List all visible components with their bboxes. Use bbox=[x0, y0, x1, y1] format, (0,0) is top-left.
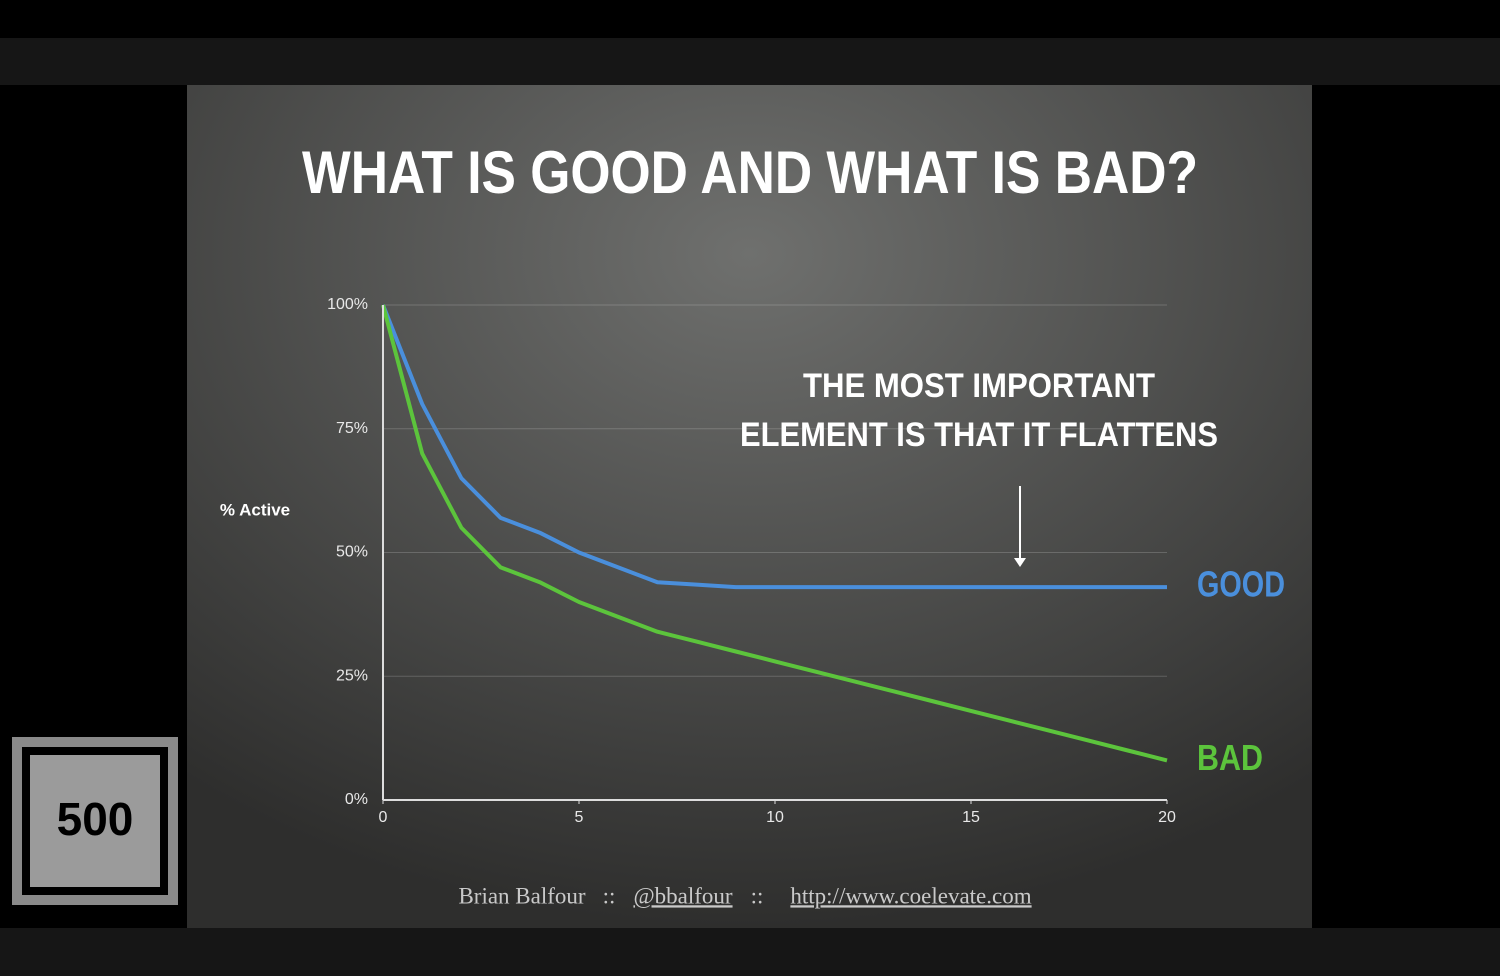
footer-separator: :: bbox=[751, 883, 764, 908]
annotation-arrowhead bbox=[1014, 558, 1026, 567]
x-tick-label: 10 bbox=[766, 809, 784, 826]
x-tick-label: 20 bbox=[1158, 809, 1176, 826]
series-line bbox=[381, 304, 1167, 590]
footer-handle[interactable]: @bbalfour bbox=[633, 883, 732, 908]
y-axis-label: % Active bbox=[220, 500, 290, 519]
x-tick-label: 15 bbox=[962, 809, 980, 826]
annotation: ELEMENT IS THAT IT FLATTENS bbox=[740, 416, 1218, 454]
logo-text: 500 bbox=[57, 793, 134, 845]
footer-author: Brian Balfour bbox=[458, 883, 585, 908]
bottom-bar bbox=[0, 928, 1500, 976]
chart-title: WHAT IS GOOD AND WHAT IS BAD? bbox=[302, 139, 1198, 206]
y-tick-label: 75% bbox=[336, 420, 368, 437]
x-tick-label: 5 bbox=[575, 809, 584, 826]
y-tick-label: 25% bbox=[336, 667, 368, 684]
x-tick-label: 0 bbox=[379, 809, 388, 826]
footer-url[interactable]: http://www.coelevate.com bbox=[790, 883, 1031, 908]
y-tick-label: 100% bbox=[327, 296, 368, 313]
annotation: THE MOST IMPORTANT bbox=[803, 367, 1155, 405]
top-bar bbox=[0, 38, 1500, 85]
series-line bbox=[381, 304, 1168, 763]
y-tick-label: 50% bbox=[336, 544, 368, 561]
logo-frame bbox=[22, 747, 168, 895]
y-tick-label: 0% bbox=[345, 791, 368, 808]
series-label: BAD bbox=[1197, 737, 1263, 778]
slide bbox=[187, 85, 1312, 928]
series-label: GOOD bbox=[1197, 564, 1285, 605]
footer-separator: :: bbox=[603, 883, 616, 908]
